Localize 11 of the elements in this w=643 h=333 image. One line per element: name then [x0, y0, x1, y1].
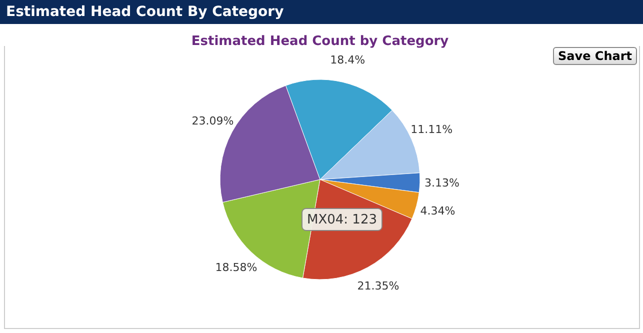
data-label: 23.09% — [192, 114, 234, 128]
data-label: 4.34% — [420, 204, 456, 218]
data-label: 3.13% — [424, 176, 460, 190]
data-label: 21.35% — [357, 280, 400, 293]
data-label: 18.4% — [330, 54, 366, 67]
text: Estimated Head Count By Category — [0, 0, 643, 24]
chart-title: Estimated Head Count by Category — [191, 34, 450, 49]
data-label: 18.58% — [215, 261, 258, 274]
text: MX04: 123 — [307, 212, 377, 228]
save-button: Save Chart — [553, 47, 637, 65]
data-label: 11.11% — [410, 123, 453, 136]
